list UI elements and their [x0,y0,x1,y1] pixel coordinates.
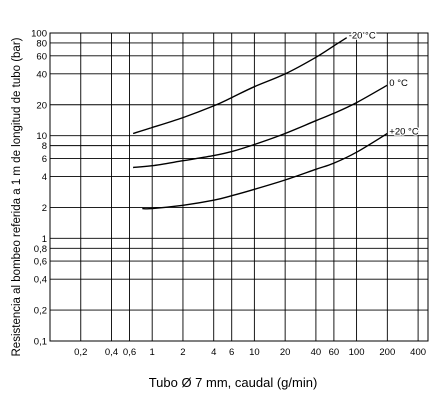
y-tick-label: 2 [42,203,47,214]
x-tick-label: 20 [280,347,291,358]
x-tick-label: 2 [180,347,185,358]
x-tick-label: 200 [379,347,395,358]
series-line-3 [142,132,388,210]
y-tick-label: 0,2 [34,306,47,317]
y-tick-label: 0,1 [34,337,47,348]
x-tick-label: 0,2 [74,347,87,358]
plot-frame [49,32,429,342]
y-tick-label: 80 [36,38,47,49]
x-tick-label: 60 [329,347,340,358]
y-tick-label: 100 [31,29,47,40]
y-tick-label: 10 [36,131,47,142]
series-curves [132,37,388,210]
y-tick-label: 1 [42,234,47,245]
x-tick-label: 100 [349,347,365,358]
x-tick-label: 40 [311,347,322,358]
y-tick-label: 0,8 [34,244,47,255]
x-tick-labels: 0,2 0,4 0,6 1 2 4 6 10 20 40 60 100 200 400 [74,347,426,358]
x-tick-label: 1 [150,347,155,358]
x-gridlines [80,33,419,341]
y-gridlines [50,32,428,342]
y-tick-label: 20 [36,100,47,111]
y-tick-label: 0,6 [34,257,47,268]
x-tick-label: 4 [211,347,216,358]
y-tick-label: 0,4 [34,275,47,286]
y-axis-label: Resistencia al bombeo referida a 1 m de … [11,37,23,356]
series-line-2 [133,84,388,169]
x-tick-label: 10 [249,347,260,358]
y-tick-label: 8 [42,141,47,152]
y-tick-label: 60 [36,51,47,62]
series-label-3: +20 °C [389,127,419,138]
y-tick-label: 6 [42,154,47,165]
x-tick-label: 400 [410,347,426,358]
y-tick-label: 4 [42,172,47,183]
series-label-2: 0 °C [389,78,408,89]
x-tick-label: 6 [229,347,234,358]
x-tick-label: 0,6 [123,347,136,358]
series-line-1 [132,37,348,135]
series-labels: -20 °C 0 °C +20 °C [347,29,420,138]
y-tick-label: 40 [36,69,47,80]
series-label-1: -20 °C [349,31,376,42]
x-axis-label: Tubo Ø 7 mm, caudal (g/min) [149,375,318,390]
x-tick-label: 0,4 [105,347,118,358]
